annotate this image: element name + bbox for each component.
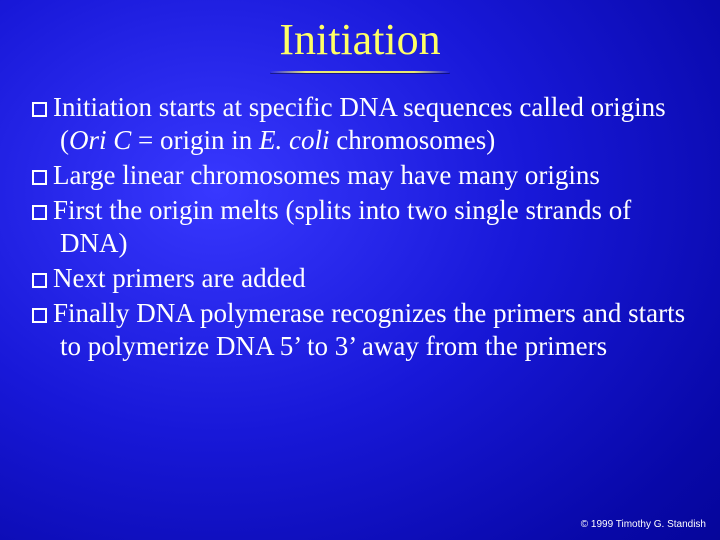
- copyright-text: © 1999 Timothy G. Standish: [581, 519, 706, 530]
- slide-title: Initiation: [0, 0, 720, 71]
- bullet-text: First the origin melts (splits into two …: [53, 195, 631, 258]
- bullet-item: Finally DNA polymerase recognizes the pr…: [32, 297, 696, 363]
- square-bullet-icon: [32, 170, 47, 185]
- bullet-text: Finally DNA polymerase recognizes the pr…: [53, 298, 685, 361]
- square-bullet-icon: [32, 205, 47, 220]
- bullet-text-part: = origin in: [131, 125, 259, 155]
- square-bullet-icon: [32, 308, 47, 323]
- bullet-item: Large linear chromosomes may have many o…: [32, 159, 696, 192]
- title-underline: [270, 71, 450, 73]
- bullet-text-italic: E. coli: [259, 125, 329, 155]
- bullet-text: Large linear chromosomes may have many o…: [53, 160, 600, 190]
- slide-body: Initiation starts at specific DNA sequen…: [0, 91, 720, 363]
- bullet-item: Next primers are added: [32, 262, 696, 295]
- bullet-item: Initiation starts at specific DNA sequen…: [32, 91, 696, 157]
- bullet-text-italic: Ori C: [69, 125, 131, 155]
- square-bullet-icon: [32, 273, 47, 288]
- bullet-item: First the origin melts (splits into two …: [32, 194, 696, 260]
- square-bullet-icon: [32, 102, 47, 117]
- bullet-text-part: chromosomes): [330, 125, 496, 155]
- bullet-text: Next primers are added: [53, 263, 306, 293]
